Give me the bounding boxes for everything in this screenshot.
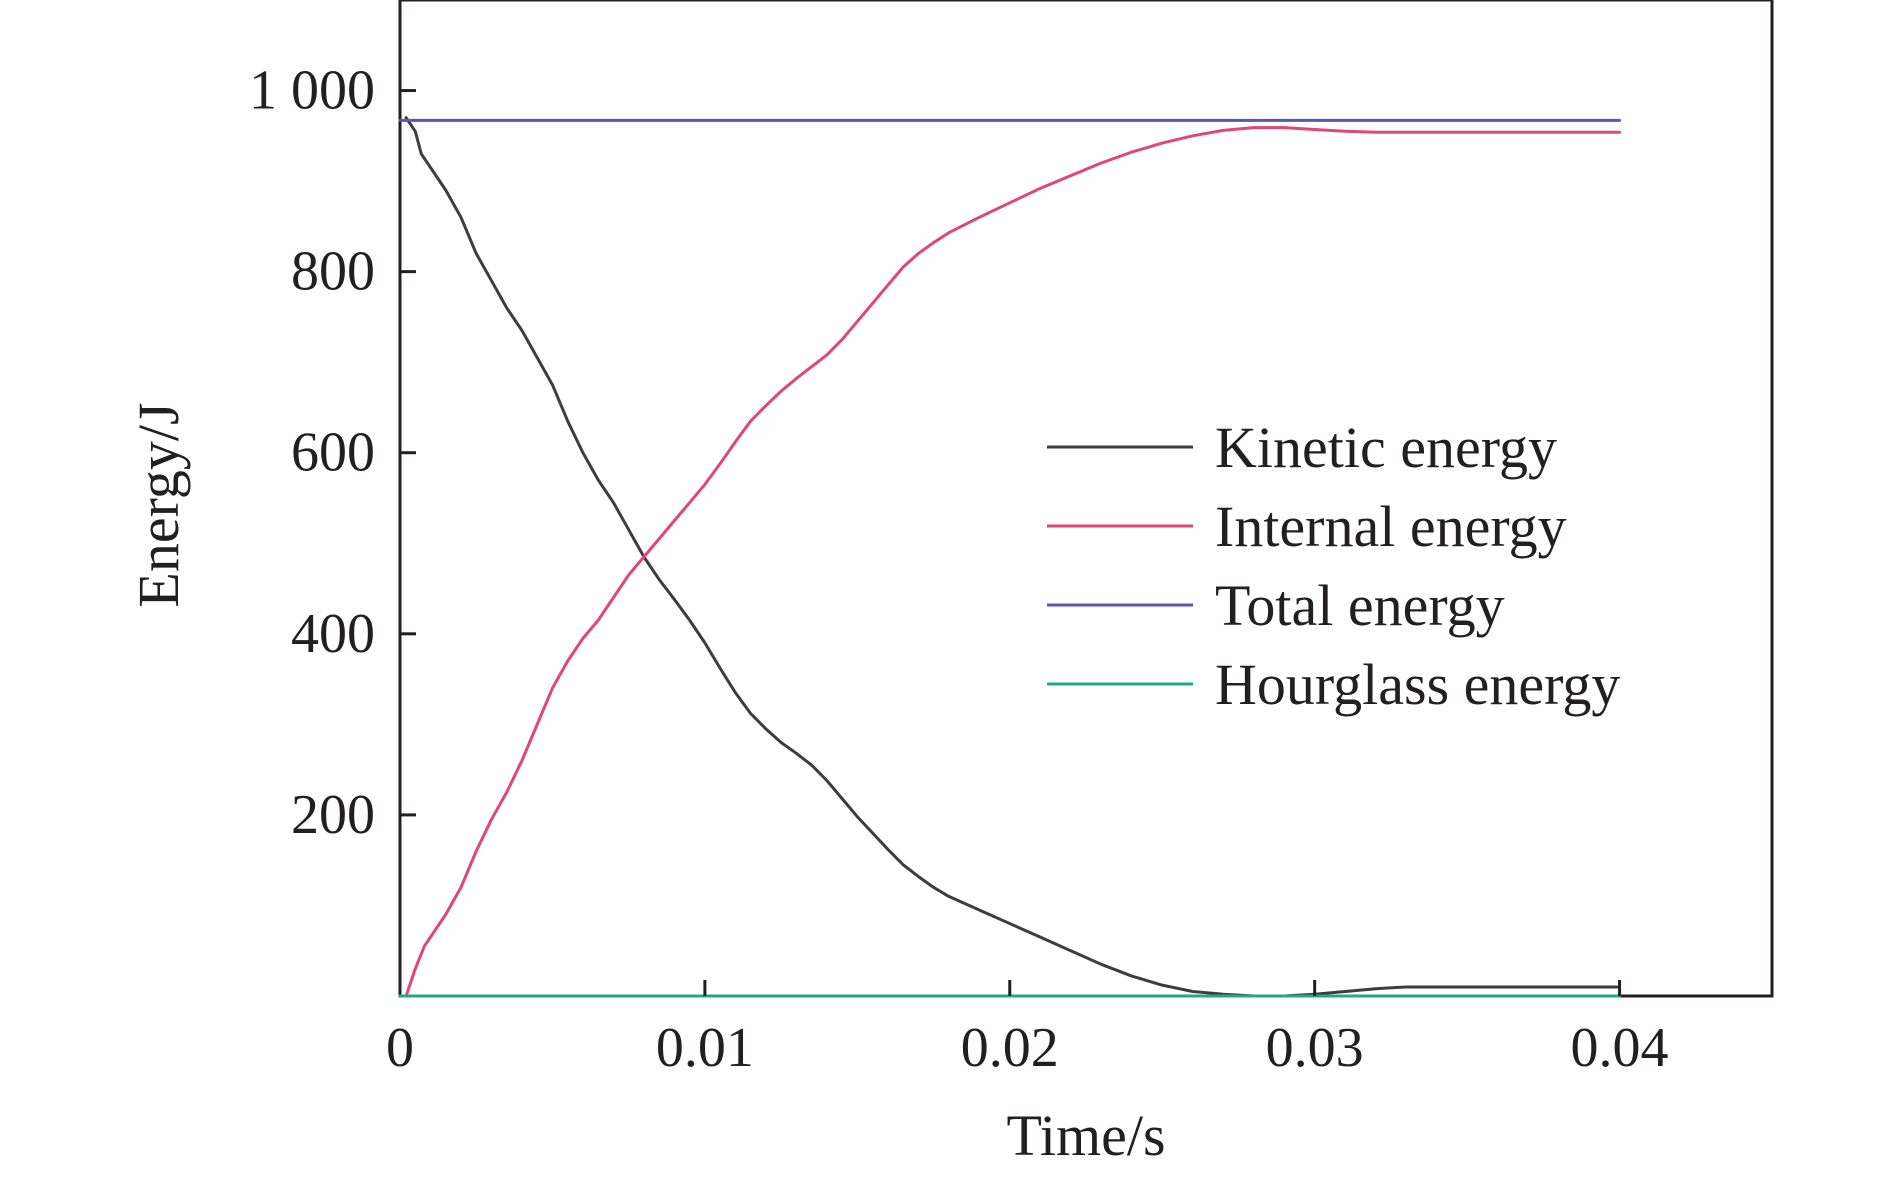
legend-label-hourglass-energy: Hourglass energy bbox=[1215, 652, 1620, 717]
x-tick-label: 0.01 bbox=[656, 1017, 754, 1079]
y-axis-title: Energy/J bbox=[126, 402, 191, 607]
y-tick-label: 200 bbox=[291, 784, 375, 846]
x-tick-label: 0 bbox=[386, 1017, 414, 1079]
axis-ticks bbox=[400, 89, 1622, 996]
legend-label-internal-energy: Internal energy bbox=[1215, 494, 1567, 559]
x-tick-label: 0.04 bbox=[1571, 1017, 1669, 1079]
x-tick-label: 0.02 bbox=[961, 1017, 1059, 1079]
y-tick-label: 400 bbox=[291, 603, 375, 665]
y-tick-label: 800 bbox=[291, 241, 375, 303]
series-line-internal-energy bbox=[404, 126, 1622, 998]
y-tick-label: 600 bbox=[291, 422, 375, 484]
legend-label-total-energy: Total energy bbox=[1215, 573, 1505, 638]
x-tick-label: 0.03 bbox=[1266, 1017, 1364, 1079]
x-axis-title: Time/s bbox=[1006, 1103, 1165, 1168]
series-line-kinetic-energy bbox=[404, 116, 1622, 998]
legend: Kinetic energy Internal energy Total ene… bbox=[1047, 415, 1620, 717]
axis-tick-labels: 0 0.01 0.02 0.03 0.04 200 400 600 800 1 000 bbox=[249, 60, 1669, 1079]
y-tick-label: 1 000 bbox=[249, 60, 375, 122]
legend-label-kinetic-energy: Kinetic energy bbox=[1215, 415, 1557, 480]
